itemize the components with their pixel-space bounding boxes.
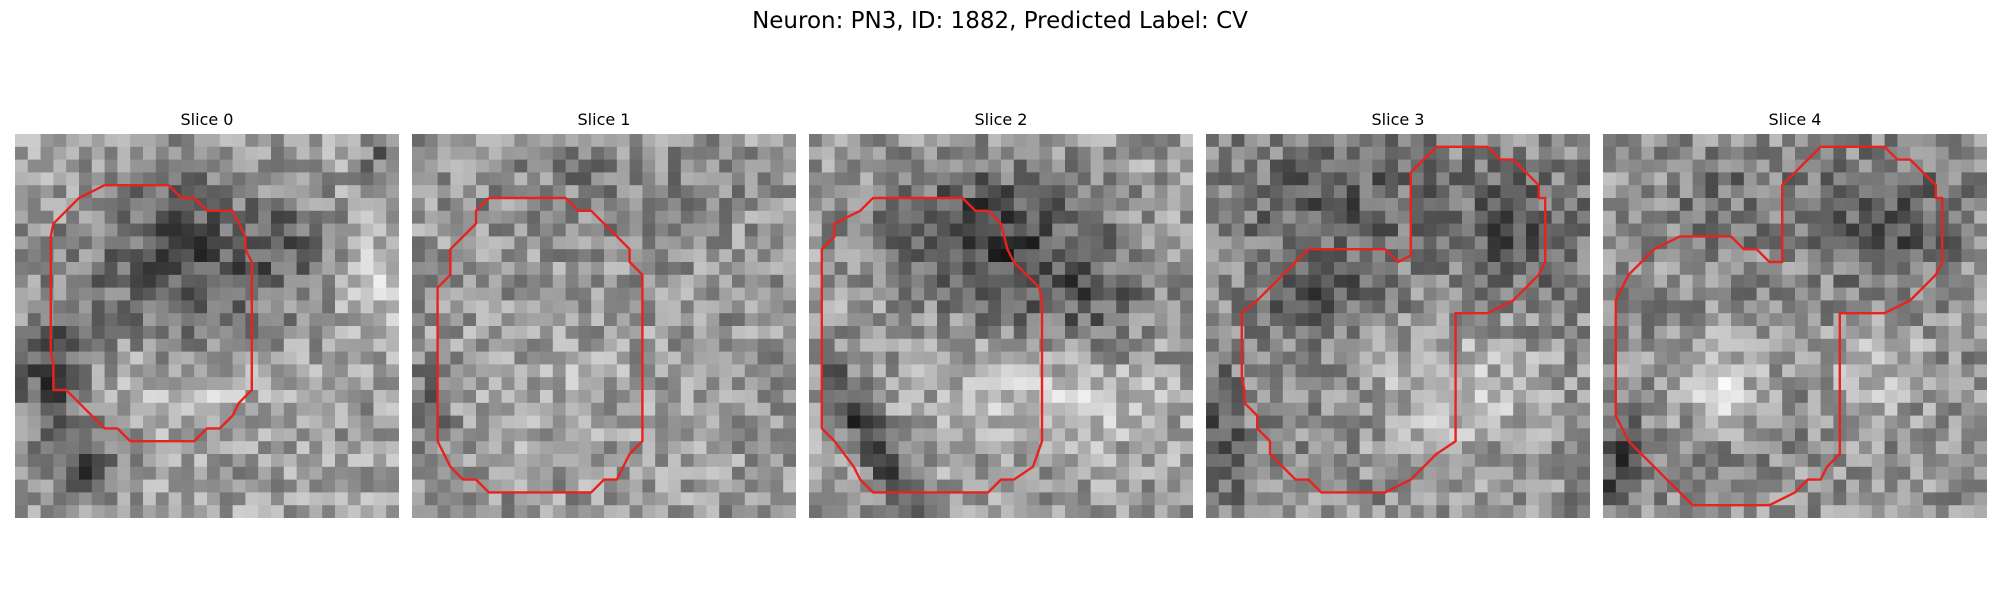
slice-title: Slice 0 <box>180 110 234 129</box>
slice-image <box>809 134 1193 518</box>
slice-title: Slice 4 <box>1768 110 1822 129</box>
slice-title: Slice 3 <box>1371 110 1425 129</box>
slice-panel-0: Slice 0 <box>15 110 399 518</box>
slice-title: Slice 2 <box>974 110 1028 129</box>
segmentation-contour <box>820 196 1044 494</box>
figure-title: Neuron: PN3, ID: 1882, Predicted Label: … <box>752 8 1248 34</box>
slice-image <box>1603 134 1987 518</box>
segmentation-contour <box>49 184 254 443</box>
slice-panel-1: Slice 1 <box>412 110 796 518</box>
segmentation-contour <box>436 196 644 494</box>
slice-image <box>15 134 399 518</box>
slice-title: Slice 1 <box>577 110 631 129</box>
segmentation-contour <box>1614 145 1944 507</box>
slice-image <box>1206 134 1590 518</box>
segmentation-contour <box>1240 145 1547 494</box>
slice-panel-4: Slice 4 <box>1603 110 1987 518</box>
slice-panel-3: Slice 3 <box>1206 110 1590 518</box>
slice-panel-2: Slice 2 <box>809 110 1193 518</box>
slice-image <box>412 134 796 518</box>
